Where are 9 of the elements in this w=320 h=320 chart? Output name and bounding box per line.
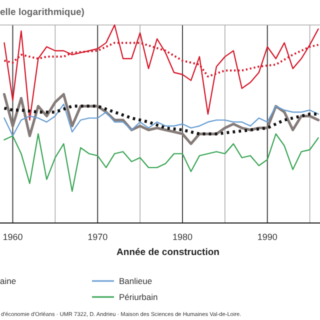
text: aine (0, 276, 16, 286)
x-tick-label: 1960 (2, 232, 23, 242)
x-tick-label: 1970 (88, 232, 108, 242)
chart-title: elle logarithmique) (0, 7, 84, 18)
x-tick-label: 1980 (172, 232, 193, 242)
x-axis-title: Année de construction (116, 247, 220, 258)
x-tick-label: 1990 (257, 232, 278, 242)
legend-label: Périurbain (119, 292, 158, 302)
legend-label: Banlieue (119, 276, 152, 286)
